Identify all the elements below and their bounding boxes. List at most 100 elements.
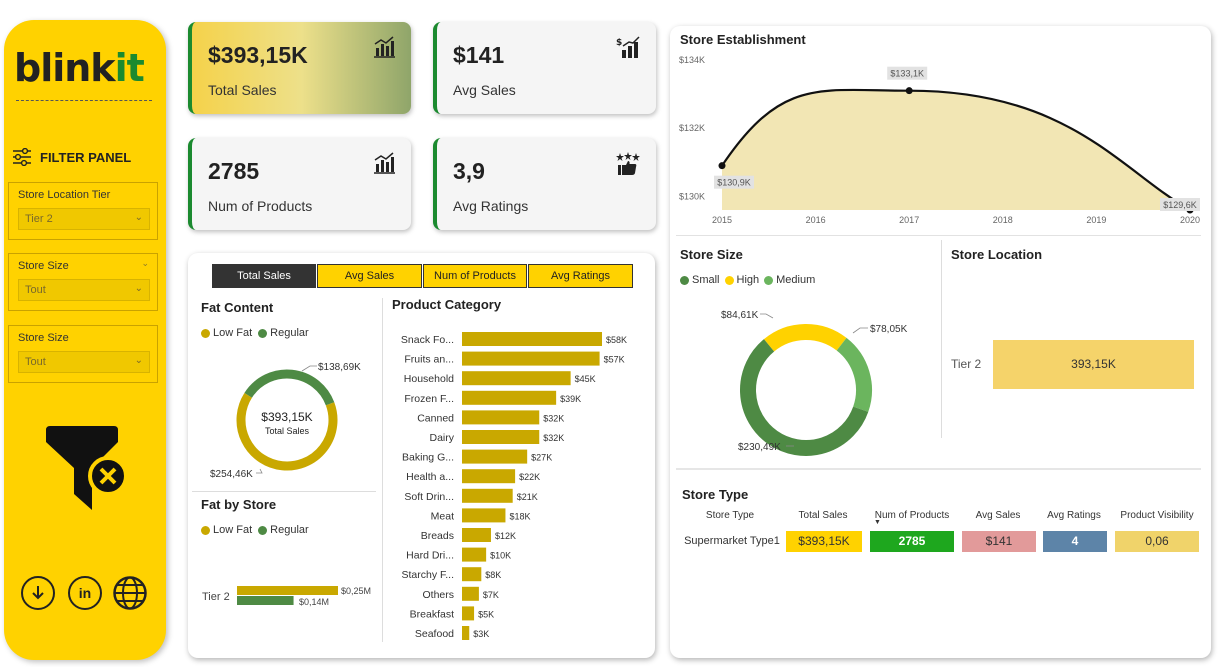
donut-slice-medium[interactable] bbox=[836, 337, 872, 412]
legend-dot-low-fat bbox=[201, 328, 210, 338]
cell-avg-sales: $141 bbox=[962, 531, 1036, 552]
slicer-store-size-2: Store Size Tout ⌄ bbox=[8, 325, 158, 383]
chevron-down-icon: ⌄ bbox=[134, 355, 143, 366]
tab-num-of-products[interactable]: Num of Products bbox=[423, 264, 527, 288]
establishment-point[interactable] bbox=[905, 87, 913, 95]
category-label: Seafood bbox=[415, 628, 454, 640]
donut-center-label: Total Sales bbox=[265, 426, 310, 436]
fat-content-title: Fat Content bbox=[201, 300, 274, 315]
col-header-avg-ratings[interactable]: Avg Ratings bbox=[1047, 510, 1101, 521]
blinkit-logo: blinkit bbox=[14, 46, 145, 90]
category-data-label: $27K bbox=[531, 453, 552, 463]
establishment-point[interactable] bbox=[718, 162, 726, 170]
category-data-label: $7K bbox=[483, 590, 499, 600]
point-label-bg bbox=[887, 66, 928, 80]
category-bar[interactable] bbox=[462, 626, 470, 640]
category-data-label: $45K bbox=[575, 374, 596, 384]
category-data-label: $5K bbox=[478, 609, 494, 619]
category-bar[interactable] bbox=[462, 567, 482, 582]
category-label: Hard Dri... bbox=[406, 550, 454, 562]
bar-chart-icon bbox=[374, 152, 395, 174]
col-header-num-of-products[interactable]: Num of Products bbox=[874, 510, 950, 521]
category-data-label: $39K bbox=[560, 394, 581, 404]
bar-low-fat[interactable] bbox=[237, 586, 338, 595]
cell-store-type: Supermarket Type1 bbox=[684, 535, 780, 547]
fat-donut-slices bbox=[236, 369, 338, 471]
category-bar[interactable] bbox=[462, 351, 600, 366]
establishment-marks: $134K $132K $130K 2015 2016 2017 2018 2019 2020 $… bbox=[679, 55, 1200, 225]
kpi-label: Total Sales bbox=[208, 82, 277, 98]
category-tick-tier-2: Tier 2 bbox=[951, 357, 982, 371]
category-data-label: $21K bbox=[517, 492, 538, 502]
category-label: Fruits an... bbox=[404, 354, 454, 366]
y-tick-label: $130K bbox=[679, 191, 705, 201]
point-label: $133,1K bbox=[890, 69, 924, 79]
category-bar[interactable] bbox=[462, 606, 475, 621]
donut-center-value: $393,15K bbox=[261, 410, 312, 424]
kpi-value: 2785 bbox=[208, 158, 260, 184]
y-tick-label: $132K bbox=[679, 123, 705, 133]
donut-slice-small[interactable] bbox=[740, 339, 869, 456]
legend-low-fat: Low Fat bbox=[213, 524, 253, 536]
store-size-dropdown-2[interactable]: Tout ⌄ bbox=[18, 351, 150, 373]
category-label: Meat bbox=[431, 510, 454, 522]
category-bar[interactable] bbox=[462, 469, 516, 484]
x-tick-label: 2016 bbox=[806, 215, 826, 225]
store-size-dropdown[interactable]: Tout ⌄ bbox=[18, 279, 150, 301]
sort-desc-icon[interactable]: ▼ bbox=[874, 519, 881, 526]
globe-icon[interactable] bbox=[112, 575, 148, 611]
clear-filter-icon[interactable] bbox=[44, 424, 130, 514]
category-data-label: $22K bbox=[519, 472, 540, 482]
tab-total-sales[interactable]: Total Sales bbox=[212, 264, 316, 288]
store-location-title: Store Location bbox=[951, 247, 1043, 262]
store-location-tier-dropdown[interactable]: Tier 2 ⌄ bbox=[18, 208, 150, 230]
rating-thumbs-up-icon bbox=[616, 152, 640, 175]
category-bar[interactable] bbox=[462, 508, 506, 523]
category-bar[interactable] bbox=[462, 547, 487, 562]
fat-by-store-bar-chart: Tier 2 $0,25M $0,14M bbox=[202, 586, 371, 607]
col-header-avg-sales[interactable]: Avg Sales bbox=[975, 510, 1021, 521]
size-donut-slices bbox=[740, 324, 872, 456]
svg-text:$: $ bbox=[616, 38, 622, 48]
bar-chart-icon bbox=[374, 36, 395, 58]
category-bar[interactable] bbox=[462, 528, 491, 542]
store-size-legend: Small High Medium bbox=[680, 274, 815, 286]
donut-slice-high[interactable] bbox=[763, 324, 847, 352]
leader-line bbox=[852, 327, 868, 334]
col-header-store-type[interactable]: Store Type bbox=[705, 510, 755, 521]
dropdown-value: Tout bbox=[25, 356, 46, 368]
col-header-product-visibility[interactable]: Product Visibility bbox=[1120, 510, 1194, 521]
tab-avg-sales[interactable]: Avg Sales bbox=[317, 264, 422, 288]
data-label-small: $230,49K bbox=[738, 442, 781, 453]
category-bar[interactable] bbox=[462, 332, 602, 346]
category-data-label: $8K bbox=[485, 570, 501, 580]
logo-divider bbox=[16, 100, 152, 101]
bar-regular[interactable] bbox=[237, 596, 294, 605]
category-data-label: $32K bbox=[543, 433, 564, 443]
donut-slice-low-fat[interactable] bbox=[236, 392, 338, 471]
kpi-label: Avg Sales bbox=[453, 82, 516, 98]
category-bar[interactable] bbox=[462, 586, 479, 601]
chevron-down-icon[interactable]: ⌄ bbox=[141, 258, 149, 268]
category-bar[interactable] bbox=[462, 430, 540, 444]
divider bbox=[192, 491, 376, 492]
leader-line bbox=[256, 468, 263, 474]
data-label-regular: $138,69K bbox=[318, 362, 361, 373]
col-header-total-sales[interactable]: Total Sales bbox=[798, 510, 848, 521]
x-tick-label: 2015 bbox=[712, 215, 732, 225]
download-icon[interactable] bbox=[21, 576, 55, 610]
category-label: Breads bbox=[421, 530, 454, 542]
category-bar[interactable] bbox=[462, 410, 540, 425]
chevron-down-icon: ⌄ bbox=[134, 212, 143, 223]
category-bar[interactable] bbox=[462, 488, 513, 503]
donut-slice-regular[interactable] bbox=[244, 369, 335, 406]
tab-avg-ratings[interactable]: Avg Ratings bbox=[528, 264, 633, 288]
linkedin-icon[interactable]: in bbox=[68, 576, 102, 610]
category-bar[interactable] bbox=[462, 449, 528, 464]
divider bbox=[676, 468, 1201, 470]
category-bar[interactable] bbox=[462, 390, 557, 405]
category-bar[interactable] bbox=[462, 371, 571, 386]
category-data-label: $18K bbox=[509, 511, 530, 521]
store-establishment-area-chart: $134K $132K $130K 2015 2016 2017 2018 2019 2020 $… bbox=[679, 55, 1200, 225]
category-data-label: $58K bbox=[606, 335, 627, 345]
